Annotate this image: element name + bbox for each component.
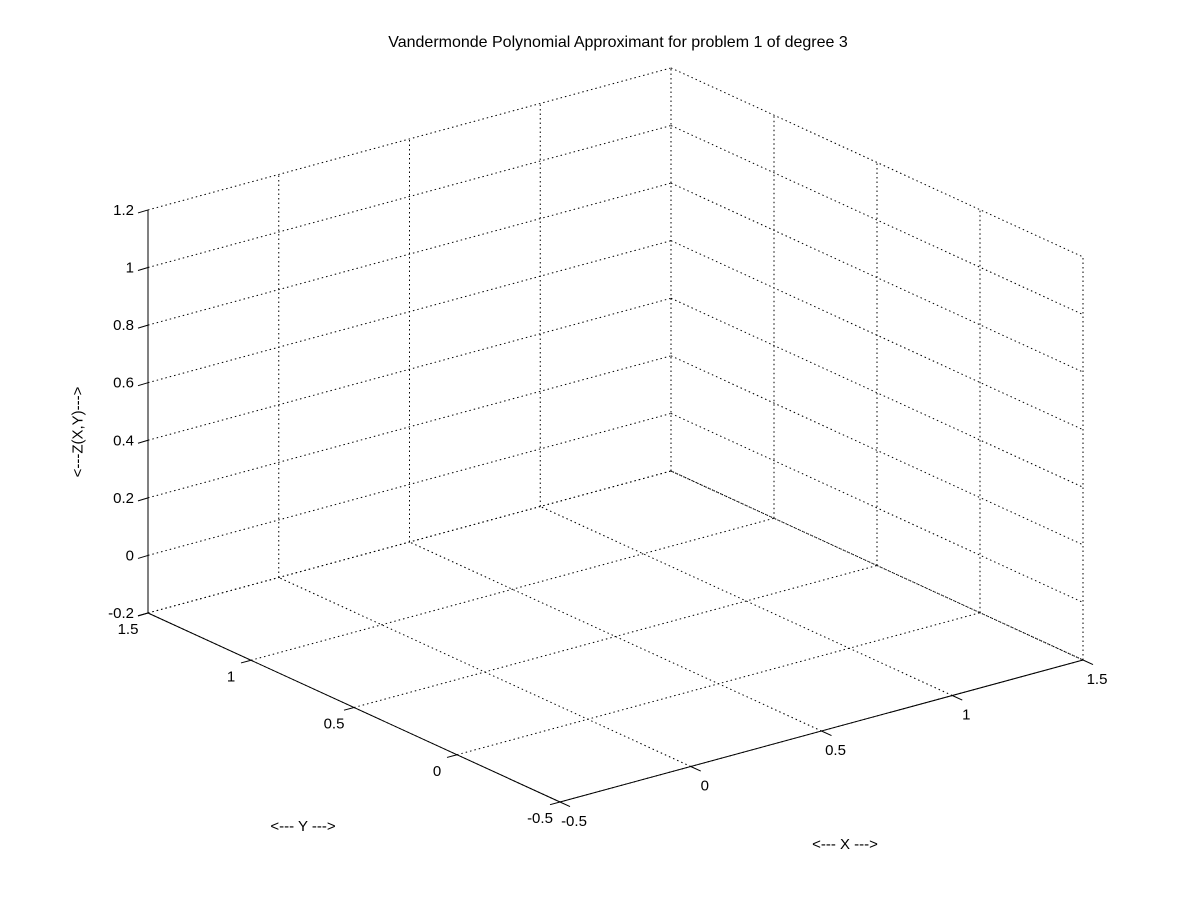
z-tick-mark — [137, 612, 149, 617]
box-gridlines — [147, 67, 1084, 803]
x-tick-mark — [821, 730, 832, 737]
z-tick-label: 1.2 — [113, 202, 134, 219]
ywall-grid-horiz — [147, 470, 672, 614]
x-tick-label: 1 — [962, 707, 970, 724]
x-tick-mark — [559, 801, 571, 808]
floor-grid-y — [456, 612, 981, 756]
xwall-grid-horiz — [670, 412, 1084, 603]
z-tick-label: 0.6 — [113, 375, 134, 392]
z-tick-mark — [137, 439, 149, 444]
axes-lines — [137, 209, 1094, 808]
z-tick-mark — [137, 497, 149, 502]
x-tick-mark — [690, 766, 701, 772]
y-tick-label: -0.5 — [527, 810, 553, 827]
ywall-grid-horiz — [147, 182, 672, 326]
z-tick-mark — [137, 209, 149, 214]
chart-title: Vandermonde Polynomial Approximant for p… — [388, 34, 848, 51]
z-tick-label: 0.2 — [113, 490, 134, 507]
z-axis-label: <---Z(X,Y)---> — [69, 386, 87, 478]
z-tick-label: 0.4 — [113, 432, 134, 449]
y-tick-mark — [240, 659, 252, 664]
x-tick-label: 0.5 — [825, 742, 846, 759]
ywall-grid-horiz — [147, 240, 672, 384]
ywall-grid-horiz — [147, 297, 672, 441]
z-tick-label: -0.2 — [108, 605, 134, 622]
z-tick-label: 0 — [126, 547, 134, 564]
x-axis-label: <--- X ---> — [812, 836, 878, 853]
ywall-grid-horiz — [147, 67, 672, 211]
y-tick-label: 1 — [227, 668, 235, 685]
x-tick-label: 1.5 — [1087, 671, 1108, 688]
y-axis-label: <--- Y ---> — [270, 818, 336, 835]
ywall-grid-horiz — [147, 412, 672, 556]
ywall-grid-horiz — [147, 125, 672, 269]
y-tick-mark — [343, 707, 355, 711]
x-tick-label: -0.5 — [561, 813, 587, 830]
y-tick-mark — [446, 754, 458, 758]
ywall-grid-horiz — [147, 355, 672, 499]
floor-grid-y — [250, 517, 775, 661]
y-tick-label: 1.5 — [118, 621, 139, 638]
x-tick-mark — [952, 695, 963, 701]
x-tick-label: 0 — [701, 778, 709, 795]
y-tick-label: 0.5 — [324, 716, 345, 733]
z-tick-mark — [137, 554, 149, 559]
z-tick-mark — [137, 324, 149, 329]
y-tick-mark — [549, 801, 561, 806]
z-tick-mark — [137, 382, 149, 387]
z-tick-label: 0.8 — [113, 317, 134, 334]
x-tick-mark — [1082, 659, 1094, 666]
y-tick-label: 0 — [433, 763, 441, 780]
floor-grid-y — [353, 565, 878, 708]
z-tick-label: 1 — [126, 260, 134, 277]
tick-labels: -0.500.511.5-0.500.511.5-0.200.20.40.60.… — [108, 202, 1107, 830]
z-tick-mark — [137, 267, 149, 271]
